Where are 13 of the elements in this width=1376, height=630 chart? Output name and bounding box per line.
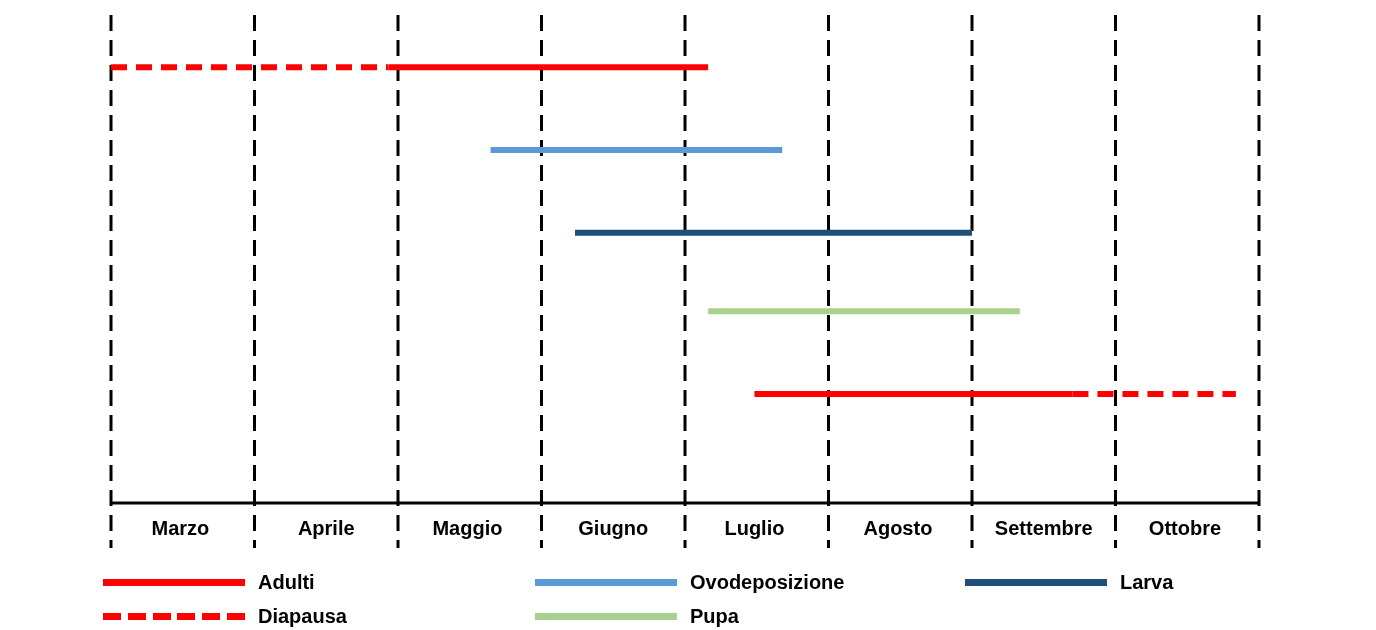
x-tick-label: Luglio (724, 516, 785, 539)
x-tick-label: Marzo (151, 516, 210, 539)
x-tick-label: Agosto (863, 516, 933, 539)
x-tick-label: Ottobre (1148, 516, 1222, 539)
x-tick-label: Settembre (994, 516, 1093, 539)
x-tick-label: Maggio (432, 516, 503, 539)
x-tick-label: Aprile (297, 516, 355, 539)
legend-label: Larva (1120, 570, 1174, 594)
legend-label: Ovodeposizione (690, 570, 845, 594)
legend-label: Adulti (258, 570, 315, 594)
x-tick-label: Giugno (578, 516, 649, 539)
legend-label: Pupa (690, 604, 739, 628)
legend-label: Diapausa (258, 604, 347, 628)
